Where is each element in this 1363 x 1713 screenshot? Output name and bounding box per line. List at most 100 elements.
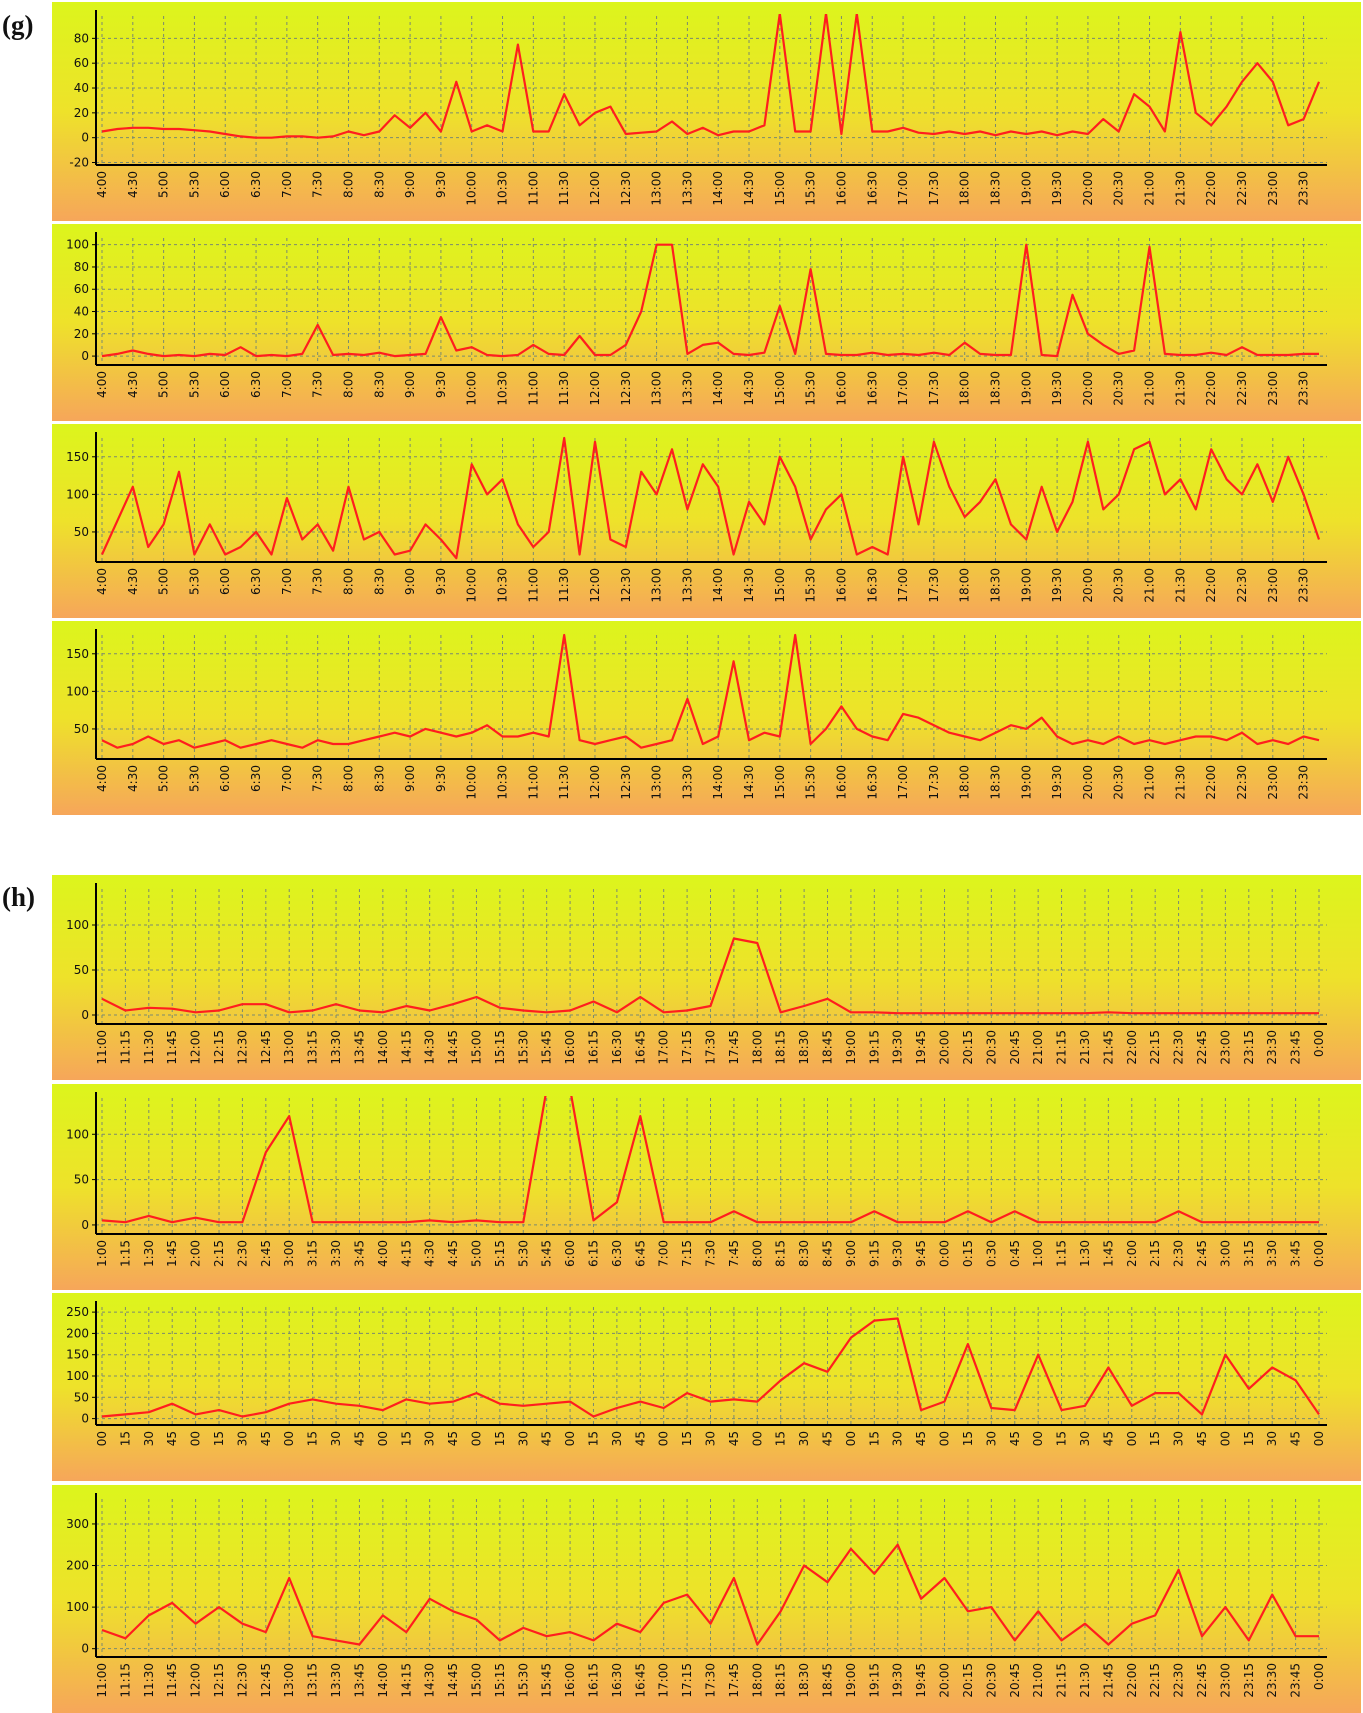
x-tick-label: 00 (282, 1431, 296, 1446)
x-tick-label: 15 (493, 1431, 507, 1446)
x-tick-label: 10:00 (465, 371, 479, 406)
x-tick-label: 45 (1101, 1431, 1115, 1446)
x-tick-label: 19:30 (1050, 568, 1064, 603)
x-tick-label: 20:30 (984, 1663, 998, 1698)
y-tick-label: 50 (74, 525, 89, 539)
x-tick-label: 14:45 (446, 1030, 460, 1065)
x-tick-label: 12:15 (212, 1663, 226, 1698)
data-line (101, 243, 1319, 358)
y-tick-label: 200 (66, 1326, 89, 1340)
x-tick-label: 22:00 (1125, 1663, 1139, 1698)
x-tick-label: 20:00 (1081, 568, 1095, 603)
x-tick-label: 4:00 (95, 765, 109, 792)
x-tick-label: 16:00 (834, 765, 848, 800)
x-tick-label: 20:30 (1112, 568, 1126, 603)
x-tick-label: 23:45 (1289, 1030, 1303, 1065)
data-line (101, 1317, 1320, 1418)
x-tick-label: 15:30 (804, 568, 818, 603)
x-tick-label: 7:15 (680, 1240, 694, 1267)
panel-label: (h) (2, 882, 35, 912)
x-tick-label: 12:00 (588, 765, 602, 800)
x-tick-label: 19:45 (914, 1030, 928, 1065)
x-tick-label: 00 (1125, 1431, 1139, 1446)
x-tick-label: 22:30 (1235, 371, 1249, 406)
y-tick-label: 100 (66, 684, 89, 698)
data-line (101, 1543, 1319, 1646)
x-tick-label: 1:30 (1078, 1240, 1092, 1267)
x-tick-label: 30 (1265, 1431, 1279, 1446)
x-tick-label: 7:00 (280, 371, 294, 398)
x-tick-label: 20:30 (984, 1030, 998, 1065)
x-tick-label: 8:30 (372, 765, 386, 792)
x-tick-label: 3:30 (1265, 1240, 1279, 1267)
y-tick-label: 250 (66, 1305, 89, 1319)
chart-background (52, 875, 1361, 1080)
x-tick-label: 11:45 (165, 1663, 179, 1698)
y-tick-label: 80 (74, 260, 89, 274)
data-line (101, 937, 1319, 1015)
x-tick-label: 15:00 (773, 765, 787, 800)
x-tick-label: 4:30 (126, 171, 140, 198)
x-tick-label: 6:30 (249, 765, 263, 792)
x-tick-label: 5:30 (187, 568, 201, 595)
x-tick-label: 21:30 (1173, 765, 1187, 800)
x-tick-label: 22:30 (1235, 765, 1249, 800)
y-tick-label: 100 (66, 487, 89, 501)
x-tick-label: 18:00 (750, 1663, 764, 1698)
x-tick-label: 15:15 (493, 1663, 507, 1698)
chart-background (52, 224, 1361, 421)
x-tick-label: 14:00 (376, 1030, 390, 1065)
x-tick-label: 18:30 (988, 171, 1002, 206)
x-tick-label: 7:30 (311, 371, 325, 398)
x-tick-label: 22:00 (1125, 1030, 1139, 1065)
x-tick-label: 23:00 (1266, 568, 1280, 603)
x-tick-label: 45 (821, 1431, 835, 1446)
y-tick-label: 150 (66, 1348, 89, 1362)
x-tick-label: 14:30 (742, 568, 756, 603)
x-tick-label: 19:00 (844, 1030, 858, 1065)
x-tick-label: 12:30 (619, 568, 633, 603)
x-tick-label: 9:00 (403, 568, 417, 595)
x-tick-label: 8:15 (774, 1240, 788, 1267)
x-tick-label: 23:30 (1297, 765, 1311, 800)
x-tick-label: 17:00 (896, 171, 910, 206)
x-tick-label: 17:30 (704, 1030, 718, 1065)
x-tick-label: 30 (142, 1431, 156, 1446)
x-tick-label: 14:15 (399, 1030, 413, 1065)
x-tick-label: 6:45 (633, 1240, 647, 1267)
x-tick-label: 22:00 (1204, 171, 1218, 206)
x-tick-label: 17:15 (680, 1030, 694, 1065)
x-tick-label: 4:00 (95, 371, 109, 398)
x-tick-label: 23:30 (1265, 1030, 1279, 1065)
x-tick-label: 45 (446, 1431, 460, 1446)
x-tick-label: 1:00 (1031, 1240, 1045, 1267)
x-tick-label: 2:45 (1195, 1240, 1209, 1267)
x-tick-label: 6:30 (610, 1240, 624, 1267)
x-tick-label: 11:45 (165, 1030, 179, 1065)
x-tick-label: 16:00 (563, 1663, 577, 1698)
x-tick-label: 1:15 (1055, 1240, 1069, 1267)
x-tick-label: 6:00 (563, 1240, 577, 1267)
x-tick-label: 16:15 (586, 1663, 600, 1698)
x-tick-label: 18:00 (958, 171, 972, 206)
x-tick-label: 6:30 (249, 171, 263, 198)
chart-background (52, 1084, 1361, 1290)
y-tick-label: 60 (74, 56, 89, 70)
x-tick-label: 7:00 (280, 568, 294, 595)
x-tick-label: 19:30 (1050, 765, 1064, 800)
x-tick-label: 11:15 (118, 1030, 132, 1065)
x-tick-label: 8:30 (372, 171, 386, 198)
x-tick-label: 2:30 (235, 1240, 249, 1267)
x-tick-label: 12:15 (212, 1030, 226, 1065)
x-tick-label: 15 (867, 1431, 881, 1446)
x-tick-label: 14:30 (423, 1663, 437, 1698)
x-tick-label: 10:00 (465, 765, 479, 800)
x-tick-label: 14:30 (423, 1030, 437, 1065)
x-tick-label: 13:45 (352, 1030, 366, 1065)
x-tick-label: 15:00 (469, 1663, 483, 1698)
x-tick-label: 15 (586, 1431, 600, 1446)
x-tick-label: 17:00 (896, 568, 910, 603)
x-tick-label: 6:15 (586, 1240, 600, 1267)
x-tick-label: 8:00 (341, 765, 355, 792)
y-tick-label: 20 (74, 327, 89, 341)
